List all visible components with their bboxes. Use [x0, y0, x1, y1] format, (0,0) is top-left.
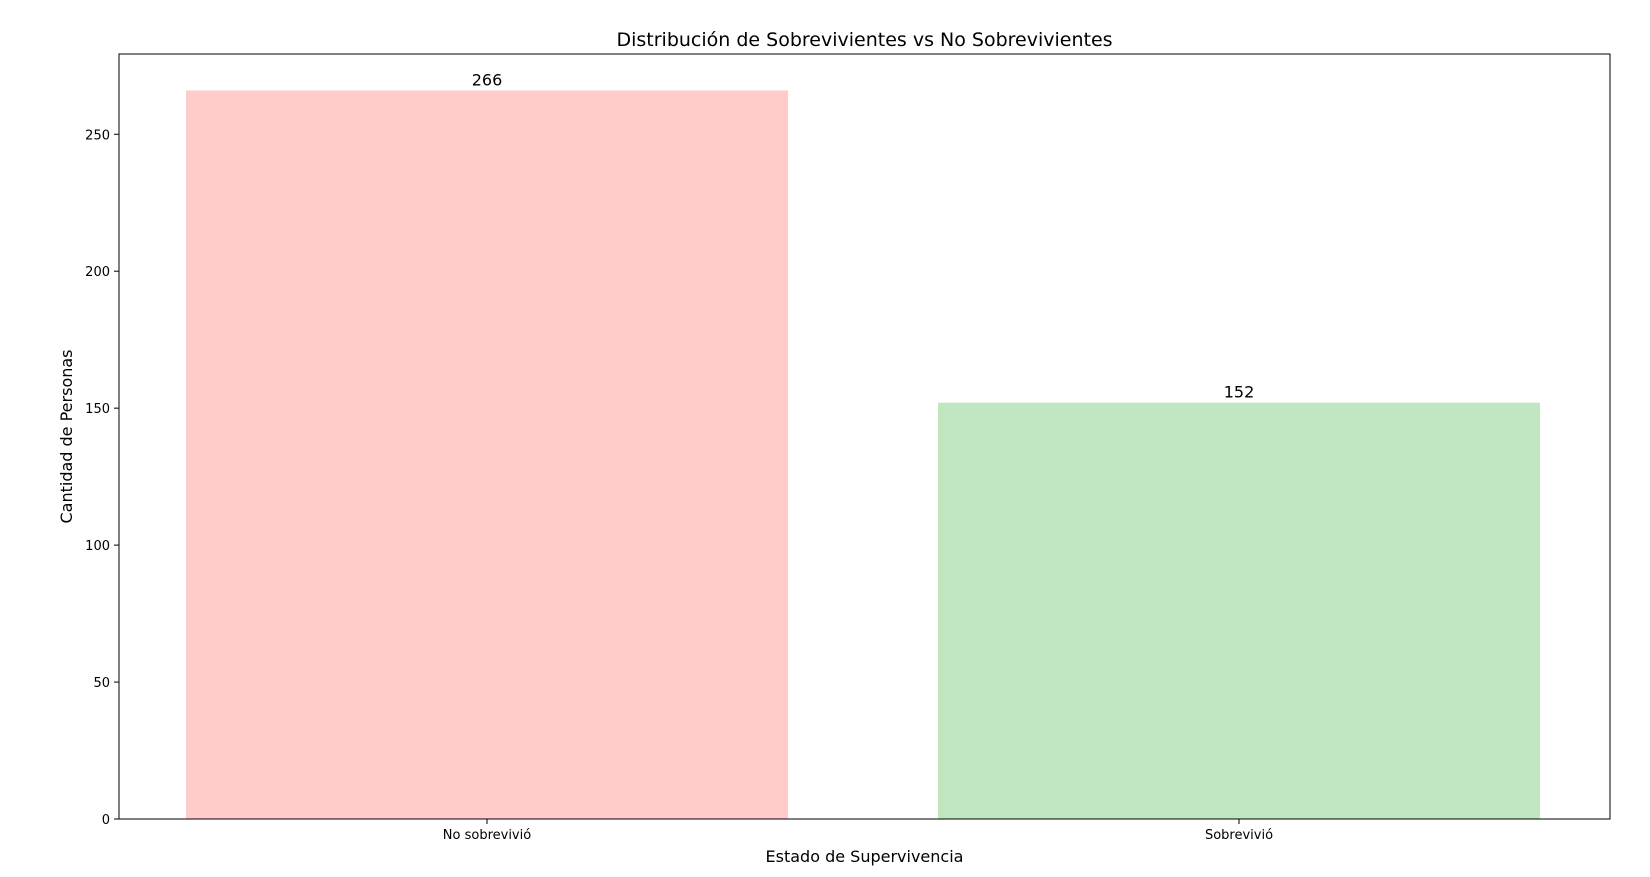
x-tick-label: No sobrevivió — [443, 828, 531, 843]
y-tick-label: 0 — [102, 813, 110, 828]
plot-frame — [118, 53, 1611, 820]
chart-title: Distribución de Sobrevivientes vs No Sob… — [616, 29, 1112, 51]
x-axis-label: Estado de Supervivencia — [766, 847, 964, 866]
y-axis-label: Cantidad de Personas — [57, 349, 76, 523]
bar-group: 266 152 — [186, 70, 1540, 819]
y-tick-label: 50 — [93, 676, 110, 691]
y-tick-label: 250 — [85, 128, 110, 143]
x-tick-label: Sobrevivió — [1205, 828, 1273, 843]
y-tick-label: 200 — [85, 265, 110, 280]
y-axis-ticks: 0 50 100 150 200 250 — [85, 128, 119, 828]
bar-1 — [186, 90, 788, 819]
y-tick-label: 150 — [85, 402, 110, 417]
bar-value-label: 152 — [1224, 383, 1255, 402]
x-axis-ticks: No sobrevivió Sobrevivió — [443, 819, 1273, 843]
y-tick-label: 100 — [85, 539, 110, 554]
bar-value-label: 266 — [472, 70, 503, 89]
bar-2 — [938, 402, 1540, 819]
